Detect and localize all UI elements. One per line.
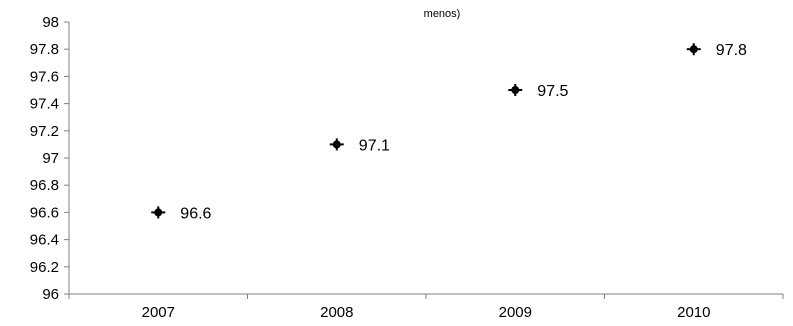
- data-point: 96.6: [151, 205, 212, 222]
- plot-area: 96.6 97.1 97.5 97.8: [151, 42, 747, 222]
- point-marker: [329, 138, 344, 151]
- y-tick-label: 97.8: [30, 41, 59, 58]
- x-tick-label: 2007: [142, 304, 175, 321]
- y-tick-label: 96: [42, 286, 59, 303]
- y-tick-label: 97.6: [30, 68, 59, 85]
- x-tick-marks: [68, 294, 784, 299]
- data-label: 97.5: [537, 83, 568, 100]
- x-tick-label: 2009: [499, 304, 532, 321]
- y-tick-marks: [64, 21, 69, 295]
- point-marker: [151, 206, 166, 219]
- y-tick-label: 97.2: [30, 123, 59, 140]
- y-tick-label: 97: [42, 150, 59, 167]
- x-axis: 2007 2008 2009 2010: [68, 293, 784, 321]
- y-tick-label: 96.6: [30, 204, 59, 221]
- y-tick-label: 98: [42, 14, 59, 31]
- x-tick-label: 2010: [677, 304, 710, 321]
- data-label: 97.1: [359, 137, 390, 154]
- data-point: 97.5: [508, 83, 569, 100]
- y-tick-labels: 96 96.2 96.4 96.6 96.8 97 97.2 97.4 97.6…: [30, 14, 59, 303]
- data-label: 96.6: [180, 205, 211, 222]
- y-axis: 96 96.2 96.4 96.6 96.8 97 97.2 97.4 97.6…: [30, 14, 70, 303]
- data-point: 97.1: [329, 137, 390, 154]
- chart-title: menos): [424, 8, 461, 20]
- data-point: 97.8: [686, 42, 747, 59]
- y-tick-label: 96.2: [30, 259, 59, 276]
- data-label: 97.8: [716, 42, 747, 59]
- x-tick-labels: 2007 2008 2009 2010: [142, 304, 711, 321]
- y-tick-label: 97.4: [30, 96, 59, 113]
- point-marker: [686, 43, 701, 56]
- x-tick-label: 2008: [320, 304, 353, 321]
- y-tick-label: 96.4: [30, 232, 59, 249]
- y-tick-label: 96.8: [30, 177, 59, 194]
- point-marker: [508, 84, 523, 96]
